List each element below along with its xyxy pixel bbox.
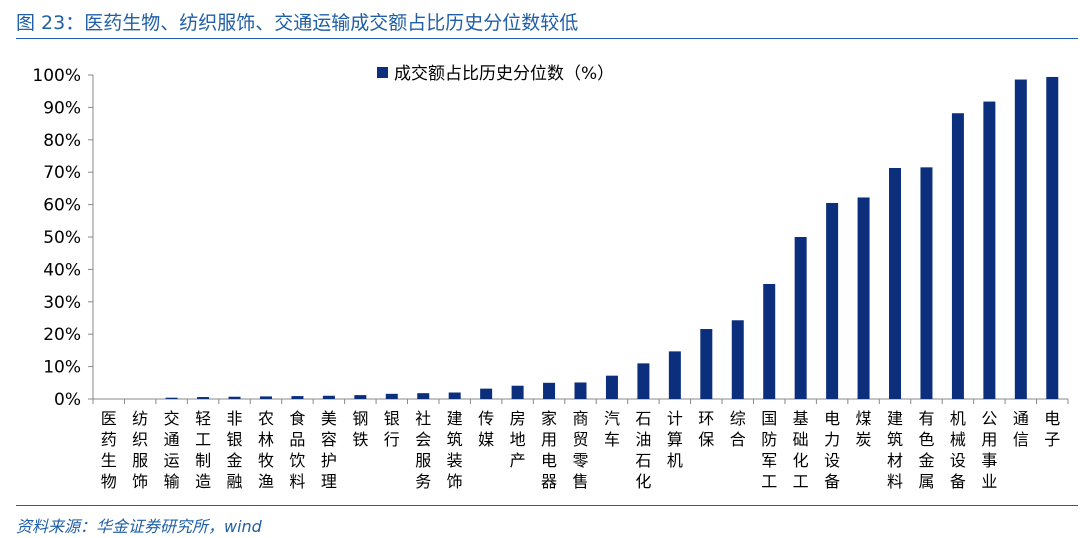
- bar: [165, 397, 178, 399]
- y-tick-label: 90%: [43, 98, 81, 118]
- category-label: 建筑装饰: [447, 409, 463, 491]
- bar: [385, 393, 398, 399]
- category-label: 电子: [1044, 409, 1060, 449]
- y-tick-label: 40%: [43, 260, 81, 280]
- category-label: 电力设备: [824, 409, 840, 491]
- y-tick-label: 0%: [54, 390, 81, 410]
- category-label: 非银金融: [227, 409, 243, 491]
- y-axis: 0% 10% 20% 30% 40% 50% 60% 70% 80% 90% 100%: [32, 66, 94, 410]
- y-tick-label: 60%: [43, 196, 81, 216]
- category-label: 环保: [698, 409, 714, 449]
- y-tick-label: 30%: [43, 293, 81, 313]
- bar: [637, 363, 650, 399]
- legend-swatch: [377, 67, 388, 78]
- category-label: 商贸零售: [572, 409, 588, 491]
- category-label: 银行: [384, 409, 400, 449]
- category-label: 石油石化: [635, 409, 651, 491]
- bar: [763, 283, 776, 399]
- bar: [668, 351, 681, 399]
- legend: 成交额占比历史分位数（%）: [377, 64, 614, 84]
- category-label: 交通运输: [164, 409, 180, 491]
- bar: [354, 395, 367, 399]
- bar: [480, 388, 493, 399]
- bar: [259, 396, 272, 399]
- category-label: 基础化工: [793, 409, 809, 491]
- category-labels: 医药生物纺织服饰交通运输轻工制造非银金融农林牧渔食品饮料美容护理钢铁银行社会服务…: [101, 409, 1061, 491]
- bar: [1014, 79, 1027, 399]
- bar-chart: 0% 10% 20% 30% 40% 50% 60% 70% 80% 90% 100% 医药生物纺织…: [32, 64, 1069, 491]
- bar: [951, 113, 964, 400]
- category-label: 公用事业: [981, 409, 997, 491]
- source-note: 资料来源：华金证券研究所，wind: [16, 517, 262, 536]
- category-label: 房地产: [510, 409, 526, 470]
- bar: [543, 382, 556, 399]
- category-label: 汽车: [604, 409, 620, 449]
- bar: [417, 393, 430, 399]
- category-label: 传媒: [478, 409, 494, 449]
- bar: [700, 329, 713, 399]
- category-label: 轻工制造: [195, 409, 211, 491]
- category-label: 美容护理: [321, 409, 337, 491]
- category-label: 综合: [730, 409, 746, 449]
- category-label: 食品饮料: [289, 409, 305, 491]
- bar: [983, 101, 996, 400]
- bar: [731, 320, 744, 399]
- bar-series: [165, 76, 1059, 400]
- legend-label: 成交额占比历史分位数（%）: [394, 64, 614, 84]
- y-tick-label: 20%: [43, 325, 81, 345]
- title-divider: [16, 38, 1078, 39]
- bar: [826, 202, 839, 399]
- bar: [920, 167, 933, 399]
- y-tick-label: 100%: [32, 66, 81, 86]
- category-label: 农林牧渔: [258, 409, 274, 491]
- bar: [605, 375, 618, 399]
- category-label: 煤炭: [856, 409, 872, 449]
- category-label: 有色金属: [918, 409, 934, 491]
- y-tick-label: 10%: [43, 358, 81, 378]
- x-axis: [92, 398, 1069, 404]
- y-tick-label: 70%: [43, 163, 81, 183]
- bar: [197, 397, 210, 399]
- category-label: 机械设备: [950, 409, 966, 491]
- category-label: 通信: [1013, 409, 1029, 449]
- category-label: 医药生物: [101, 409, 117, 491]
- category-label: 家用电器: [541, 409, 557, 491]
- bar: [448, 392, 461, 399]
- category-label: 建筑材料: [887, 409, 903, 491]
- bar: [322, 395, 335, 399]
- bar: [1046, 76, 1059, 399]
- category-label: 钢铁: [352, 409, 368, 449]
- y-tick-label: 80%: [43, 131, 81, 151]
- bar: [291, 396, 304, 399]
- category-label: 国防军工: [761, 409, 777, 491]
- bar: [511, 385, 524, 399]
- y-tick-label: 50%: [43, 228, 81, 248]
- figure-title: 图 23：医药生物、纺织服饰、交通运输成交额占比历史分位数较低: [16, 12, 579, 34]
- bar: [794, 237, 807, 399]
- category-label: 纺织服饰: [132, 409, 148, 491]
- source-divider: [16, 505, 1078, 506]
- bar: [228, 396, 241, 399]
- category-label: 计算机: [667, 409, 683, 470]
- bar: [857, 197, 870, 399]
- bar: [889, 167, 902, 399]
- category-label: 社会服务: [415, 409, 431, 491]
- bar: [574, 382, 587, 399]
